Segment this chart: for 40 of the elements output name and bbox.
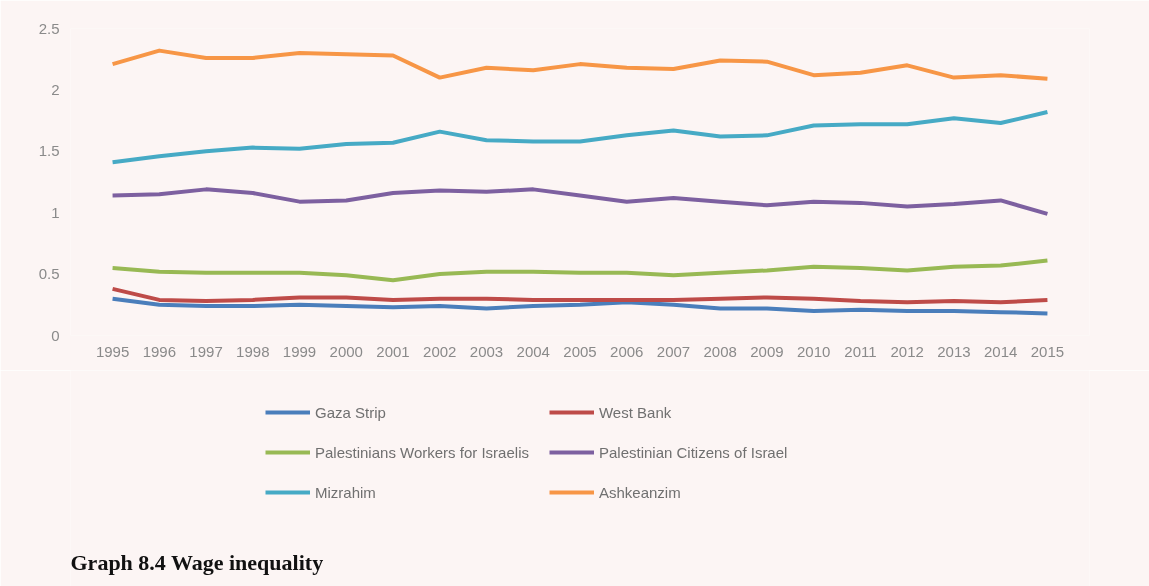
y-tick-label: 0.5 <box>38 265 60 283</box>
x-tick-label: 2006 <box>610 342 644 360</box>
x-tick-label: 2001 <box>376 342 410 360</box>
x-tick-label: 2007 <box>656 342 691 360</box>
x-tick-label: 2014 <box>984 342 1018 360</box>
line-series <box>110 296 1050 316</box>
line-series <box>110 286 1050 305</box>
text: Graph 8.4 Wage inequality <box>70 549 324 575</box>
legend-label: Palestinian Citizens of Israel <box>598 443 789 461</box>
line-series <box>110 48 1050 81</box>
x-tick-label: 1995 <box>95 342 130 360</box>
y-tick-label: 0 <box>51 326 60 344</box>
y-tick-label: 1.5 <box>38 142 60 160</box>
x-tick-label: 1996 <box>142 342 176 360</box>
x-tick-label: 2010 <box>797 342 831 360</box>
x-tick-label: 1999 <box>282 342 317 360</box>
x-tick-label: 2013 <box>937 342 971 360</box>
legend-label: Ashkeanzim <box>598 483 682 501</box>
x-tick-label: 2009 <box>750 342 784 360</box>
x-tick-label: 1997 <box>189 342 223 360</box>
y-tick-label: 1 <box>51 203 60 221</box>
line-series <box>110 258 1050 283</box>
x-tick-label: 2000 <box>329 342 363 360</box>
x-tick-label: 2005 <box>563 342 597 360</box>
legend-label: Gaza Strip <box>315 403 387 421</box>
x-tick-label: 2003 <box>469 342 504 360</box>
line-series <box>110 187 1050 216</box>
y-tick-label: 2 <box>51 80 60 98</box>
x-tick-label: 2015 <box>1030 342 1065 360</box>
legend-label: Palestinians Workers for Israelis <box>315 443 529 461</box>
x-tick-label: 2012 <box>890 342 924 360</box>
x-tick-label: 2008 <box>703 342 737 360</box>
x-tick-label: 2011 <box>844 342 877 360</box>
x-tick-label: 2004 <box>516 342 550 360</box>
y-tick-label: 2.5 <box>38 19 60 37</box>
legend-label: Mizrahim <box>315 483 377 501</box>
x-tick-label: 1998 <box>236 342 270 360</box>
x-tick-label: 2002 <box>423 342 457 360</box>
legend-label: West Bank <box>598 403 673 421</box>
line-series <box>110 110 1050 165</box>
